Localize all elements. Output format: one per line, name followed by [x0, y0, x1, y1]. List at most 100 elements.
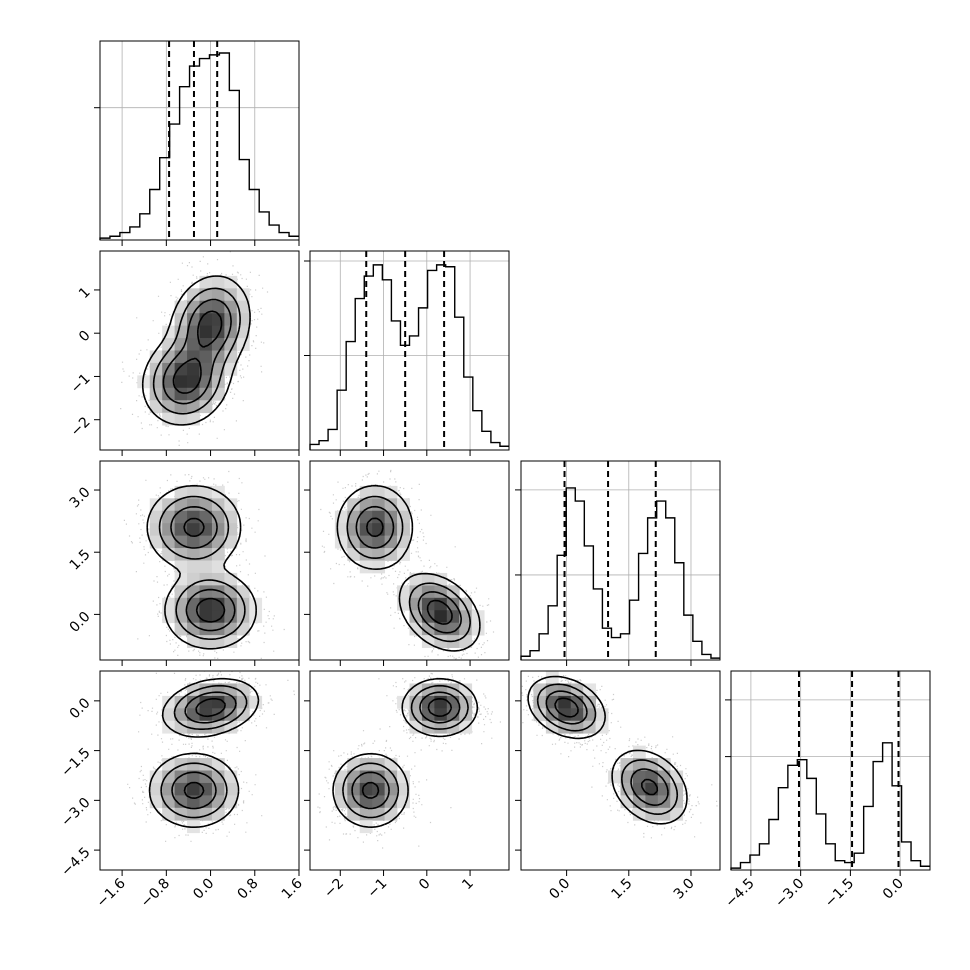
contour-line	[527, 675, 688, 825]
density-cell	[224, 498, 238, 512]
density-cell	[187, 523, 200, 537]
x-tick-label: −1.6	[94, 875, 129, 910]
contour-line	[545, 690, 669, 806]
density-cell	[211, 597, 225, 611]
density-cell	[236, 708, 250, 722]
density-cell	[199, 770, 213, 784]
density-cell	[211, 300, 225, 314]
density-cell	[211, 275, 225, 289]
pair-panel-3-1	[304, 670, 510, 876]
density-cell	[384, 548, 398, 561]
y-tick-label: 0.0	[67, 695, 94, 722]
contour-line	[146, 484, 257, 650]
density-cell	[187, 807, 200, 821]
density-cell	[446, 610, 460, 624]
density-cell	[137, 375, 151, 389]
contour-line	[361, 698, 453, 799]
density-cell	[199, 485, 213, 499]
density-cell	[459, 695, 473, 709]
density-cell	[224, 523, 238, 537]
density-cell	[187, 560, 200, 574]
density-cell	[347, 535, 361, 549]
y-tick-label: 0	[76, 328, 94, 346]
density-cell	[632, 770, 646, 784]
y-tick-label: 0.0	[67, 609, 94, 636]
density-cell	[199, 795, 213, 809]
contour-line	[336, 484, 481, 652]
density-cell	[421, 695, 435, 709]
density-cell	[533, 683, 547, 697]
x-tick-label: 1.5	[609, 876, 636, 903]
density-cell	[372, 510, 386, 524]
density-cell	[471, 622, 485, 636]
density-cell	[174, 795, 188, 809]
density-cell	[459, 683, 473, 697]
density-cell	[174, 770, 188, 784]
density-cell	[236, 325, 250, 339]
pair-content	[127, 671, 295, 842]
panel-frame	[520, 460, 721, 661]
density-cell	[224, 300, 238, 314]
pair-content	[123, 470, 285, 659]
density-cell	[187, 300, 200, 314]
density-cell	[199, 338, 213, 351]
pair-content	[317, 672, 501, 849]
density-cell	[211, 560, 225, 574]
density-cell	[174, 362, 188, 376]
density-cell	[224, 275, 238, 289]
density-cell	[187, 695, 200, 709]
density-cell	[162, 375, 176, 389]
density-cell	[149, 387, 163, 401]
density-cell	[236, 300, 250, 314]
density-cell	[149, 400, 163, 414]
density-cell	[174, 485, 188, 499]
x-tick-label: 1.6	[279, 875, 306, 902]
density-cell	[657, 807, 671, 821]
density-cell	[174, 622, 188, 636]
contour-line	[148, 677, 260, 828]
density-cell	[199, 807, 213, 821]
density-cell	[224, 362, 238, 376]
scatter-points	[317, 672, 501, 849]
density-cell	[174, 510, 188, 524]
pair-panel-1-0	[94, 250, 300, 456]
density-cell	[224, 782, 238, 796]
density-cell	[162, 597, 176, 611]
density-cell	[174, 350, 188, 364]
y-tick-label: −1.5	[58, 745, 93, 780]
y-tick-label: 3.0	[67, 484, 94, 511]
density-cell	[149, 510, 163, 524]
density-cell	[199, 635, 213, 648]
density-cell	[570, 708, 584, 722]
density-cell	[187, 720, 200, 734]
density-cell	[434, 720, 448, 734]
contour-line	[342, 684, 469, 819]
y-tick-label: −1	[68, 371, 94, 397]
density-cell	[347, 795, 361, 809]
density-cell	[174, 695, 188, 709]
density-cell	[409, 610, 423, 624]
density-cell	[174, 412, 188, 426]
pair-panel-3-0	[94, 670, 300, 876]
density-cell	[347, 498, 361, 512]
density-cell	[384, 807, 398, 821]
density-cell	[372, 548, 386, 561]
contour-line	[351, 691, 461, 810]
density-cell	[545, 683, 559, 697]
density-cell	[199, 720, 213, 734]
density-cell	[334, 510, 348, 524]
density-cell	[162, 770, 176, 784]
density-cell	[187, 362, 200, 376]
density-cell	[187, 387, 200, 401]
contour-line	[170, 506, 236, 632]
contour-line	[162, 298, 232, 405]
density-cell	[149, 375, 163, 389]
histogram-panel-3	[515, 460, 721, 666]
density-cell	[434, 695, 448, 709]
density-cell	[224, 635, 238, 648]
panel-frame	[99, 670, 300, 871]
x-tick-label: −1	[364, 876, 390, 902]
histogram-step	[99, 52, 299, 240]
contour-line	[366, 517, 453, 625]
